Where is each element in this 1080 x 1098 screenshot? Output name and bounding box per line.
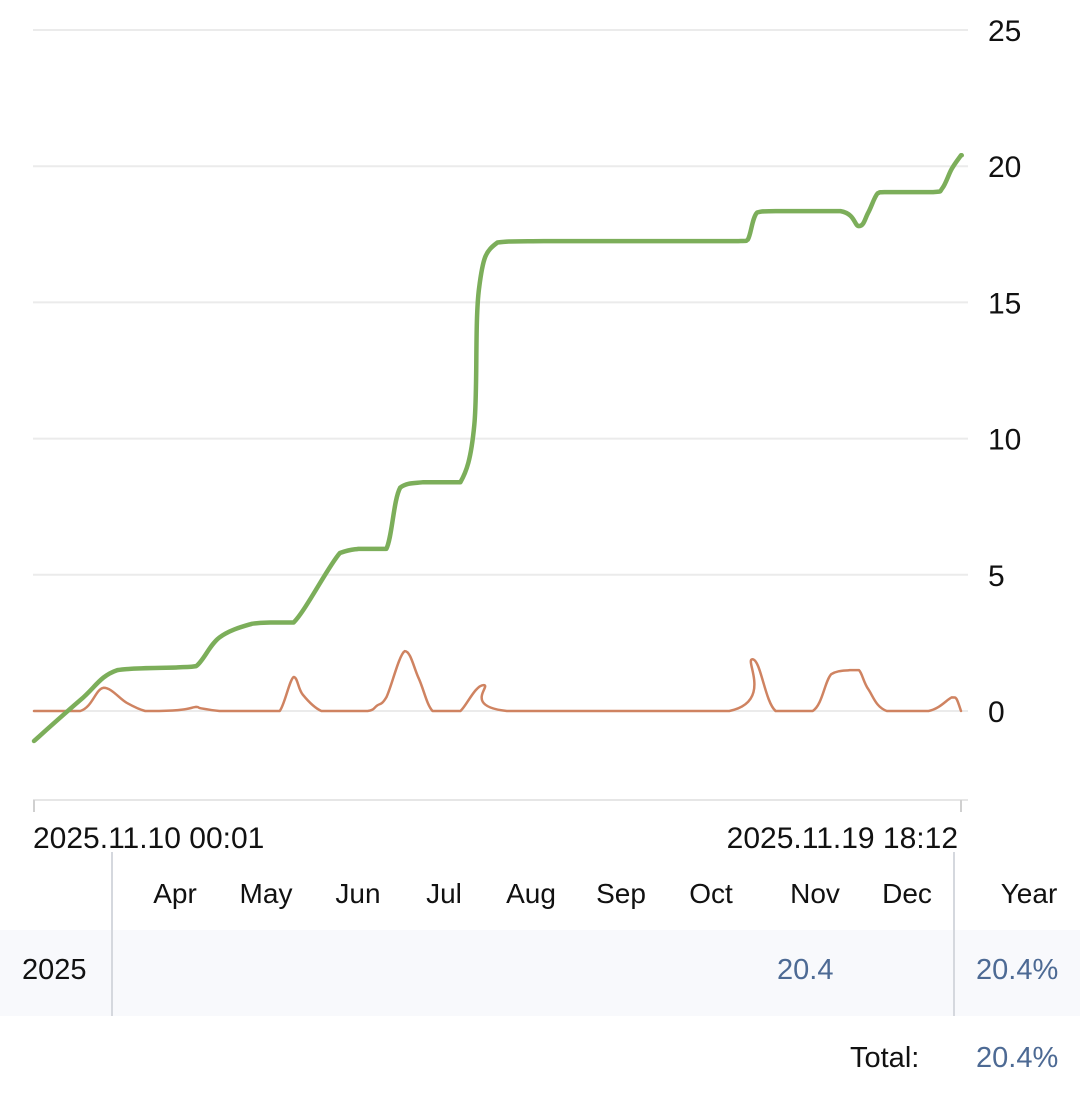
- month-header-apr: Apr: [153, 878, 197, 909]
- month-header-oct: Oct: [689, 878, 733, 909]
- series-layer: [31, 153, 964, 744]
- y-tick-label: 5: [988, 560, 1005, 593]
- x-end-label: 2025.11.19 18:12: [727, 822, 958, 850]
- y-tick-label: 0: [988, 696, 1005, 729]
- y-tick-label: 25: [988, 15, 1021, 48]
- month-header-jun: Jun: [335, 878, 381, 909]
- year-header: Year: [1000, 878, 1058, 909]
- month-header-may: May: [239, 878, 293, 909]
- month-header-jul: Jul: [426, 878, 462, 909]
- month-header-dec: Dec: [882, 878, 932, 909]
- cumulative-growth-line: [31, 153, 964, 744]
- nov-value: 20.4: [777, 954, 834, 986]
- y-tick-label: 10: [988, 424, 1021, 457]
- total-value: 20.4%: [976, 1042, 1059, 1074]
- table-row-2025-background: [0, 930, 1080, 1016]
- total-label: Total:: [850, 1042, 920, 1074]
- grid-lines: [33, 29, 968, 712]
- month-header-nov: Nov: [790, 878, 840, 909]
- month-header-aug: Aug: [506, 878, 556, 909]
- divider-left: [111, 852, 113, 1016]
- year-value: 20.4%: [976, 954, 1059, 986]
- row-year-label: 2025: [22, 954, 87, 986]
- chart: 0 5 10 15 20 25 2025.11.10 00:01 2025.11.19 1…: [31, 15, 1021, 850]
- divider-right: [953, 852, 955, 1016]
- month-header-sep: Sep: [596, 878, 646, 909]
- y-tick-label: 20: [988, 151, 1021, 184]
- x-start-label: 2025.11.10 00:01: [33, 822, 264, 850]
- y-tick-label: 15: [988, 287, 1021, 320]
- monthly-returns-table: Apr May Jun Jul Aug Sep Oct Nov Dec Year…: [0, 852, 1080, 1098]
- y-axis: 0 5 10 15 20 25: [988, 15, 1021, 729]
- daily-gain-line: [32, 649, 963, 713]
